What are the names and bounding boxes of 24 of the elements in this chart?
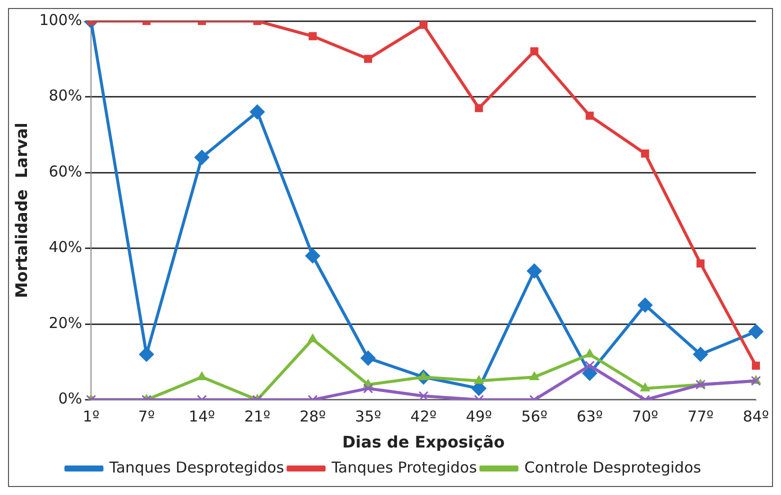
- x-tick-label: 42º: [410, 408, 437, 426]
- x-tick-label: 28º: [300, 408, 326, 426]
- x-axis-title: Dias de Exposição: [342, 432, 505, 452]
- x-tick-label: 63º: [576, 408, 603, 426]
- y-tick-label: 100%: [39, 10, 82, 29]
- x-tick-label: 77º: [687, 408, 714, 426]
- legend-label: Tanques Protegidos: [330, 458, 478, 476]
- legend-label: Controle Desprotegidos: [524, 458, 702, 476]
- x-tick-label: 35º: [355, 408, 382, 426]
- y-tick-label: 20%: [48, 314, 82, 332]
- x-tick-label: 49º: [466, 408, 492, 426]
- y-axis-title: Mortalidade Larval: [12, 122, 31, 298]
- x-tick-label: 7º: [138, 408, 155, 426]
- x-tick-label: 14º: [188, 408, 215, 426]
- x-tick-label: 70º: [632, 408, 658, 426]
- y-tick-label: 80%: [48, 86, 82, 105]
- x-tick-label: 56º: [521, 408, 548, 426]
- x-tick-label: 1º: [82, 408, 100, 426]
- y-tick-label: 40%: [48, 238, 82, 256]
- y-tick-label: 60%: [48, 162, 82, 180]
- x-tick-label: 21º: [244, 408, 270, 426]
- x-tick-label: 84º: [742, 408, 769, 426]
- legend-label: Tanques Desprotegidos: [108, 458, 284, 476]
- y-tick-label: 0%: [58, 390, 82, 408]
